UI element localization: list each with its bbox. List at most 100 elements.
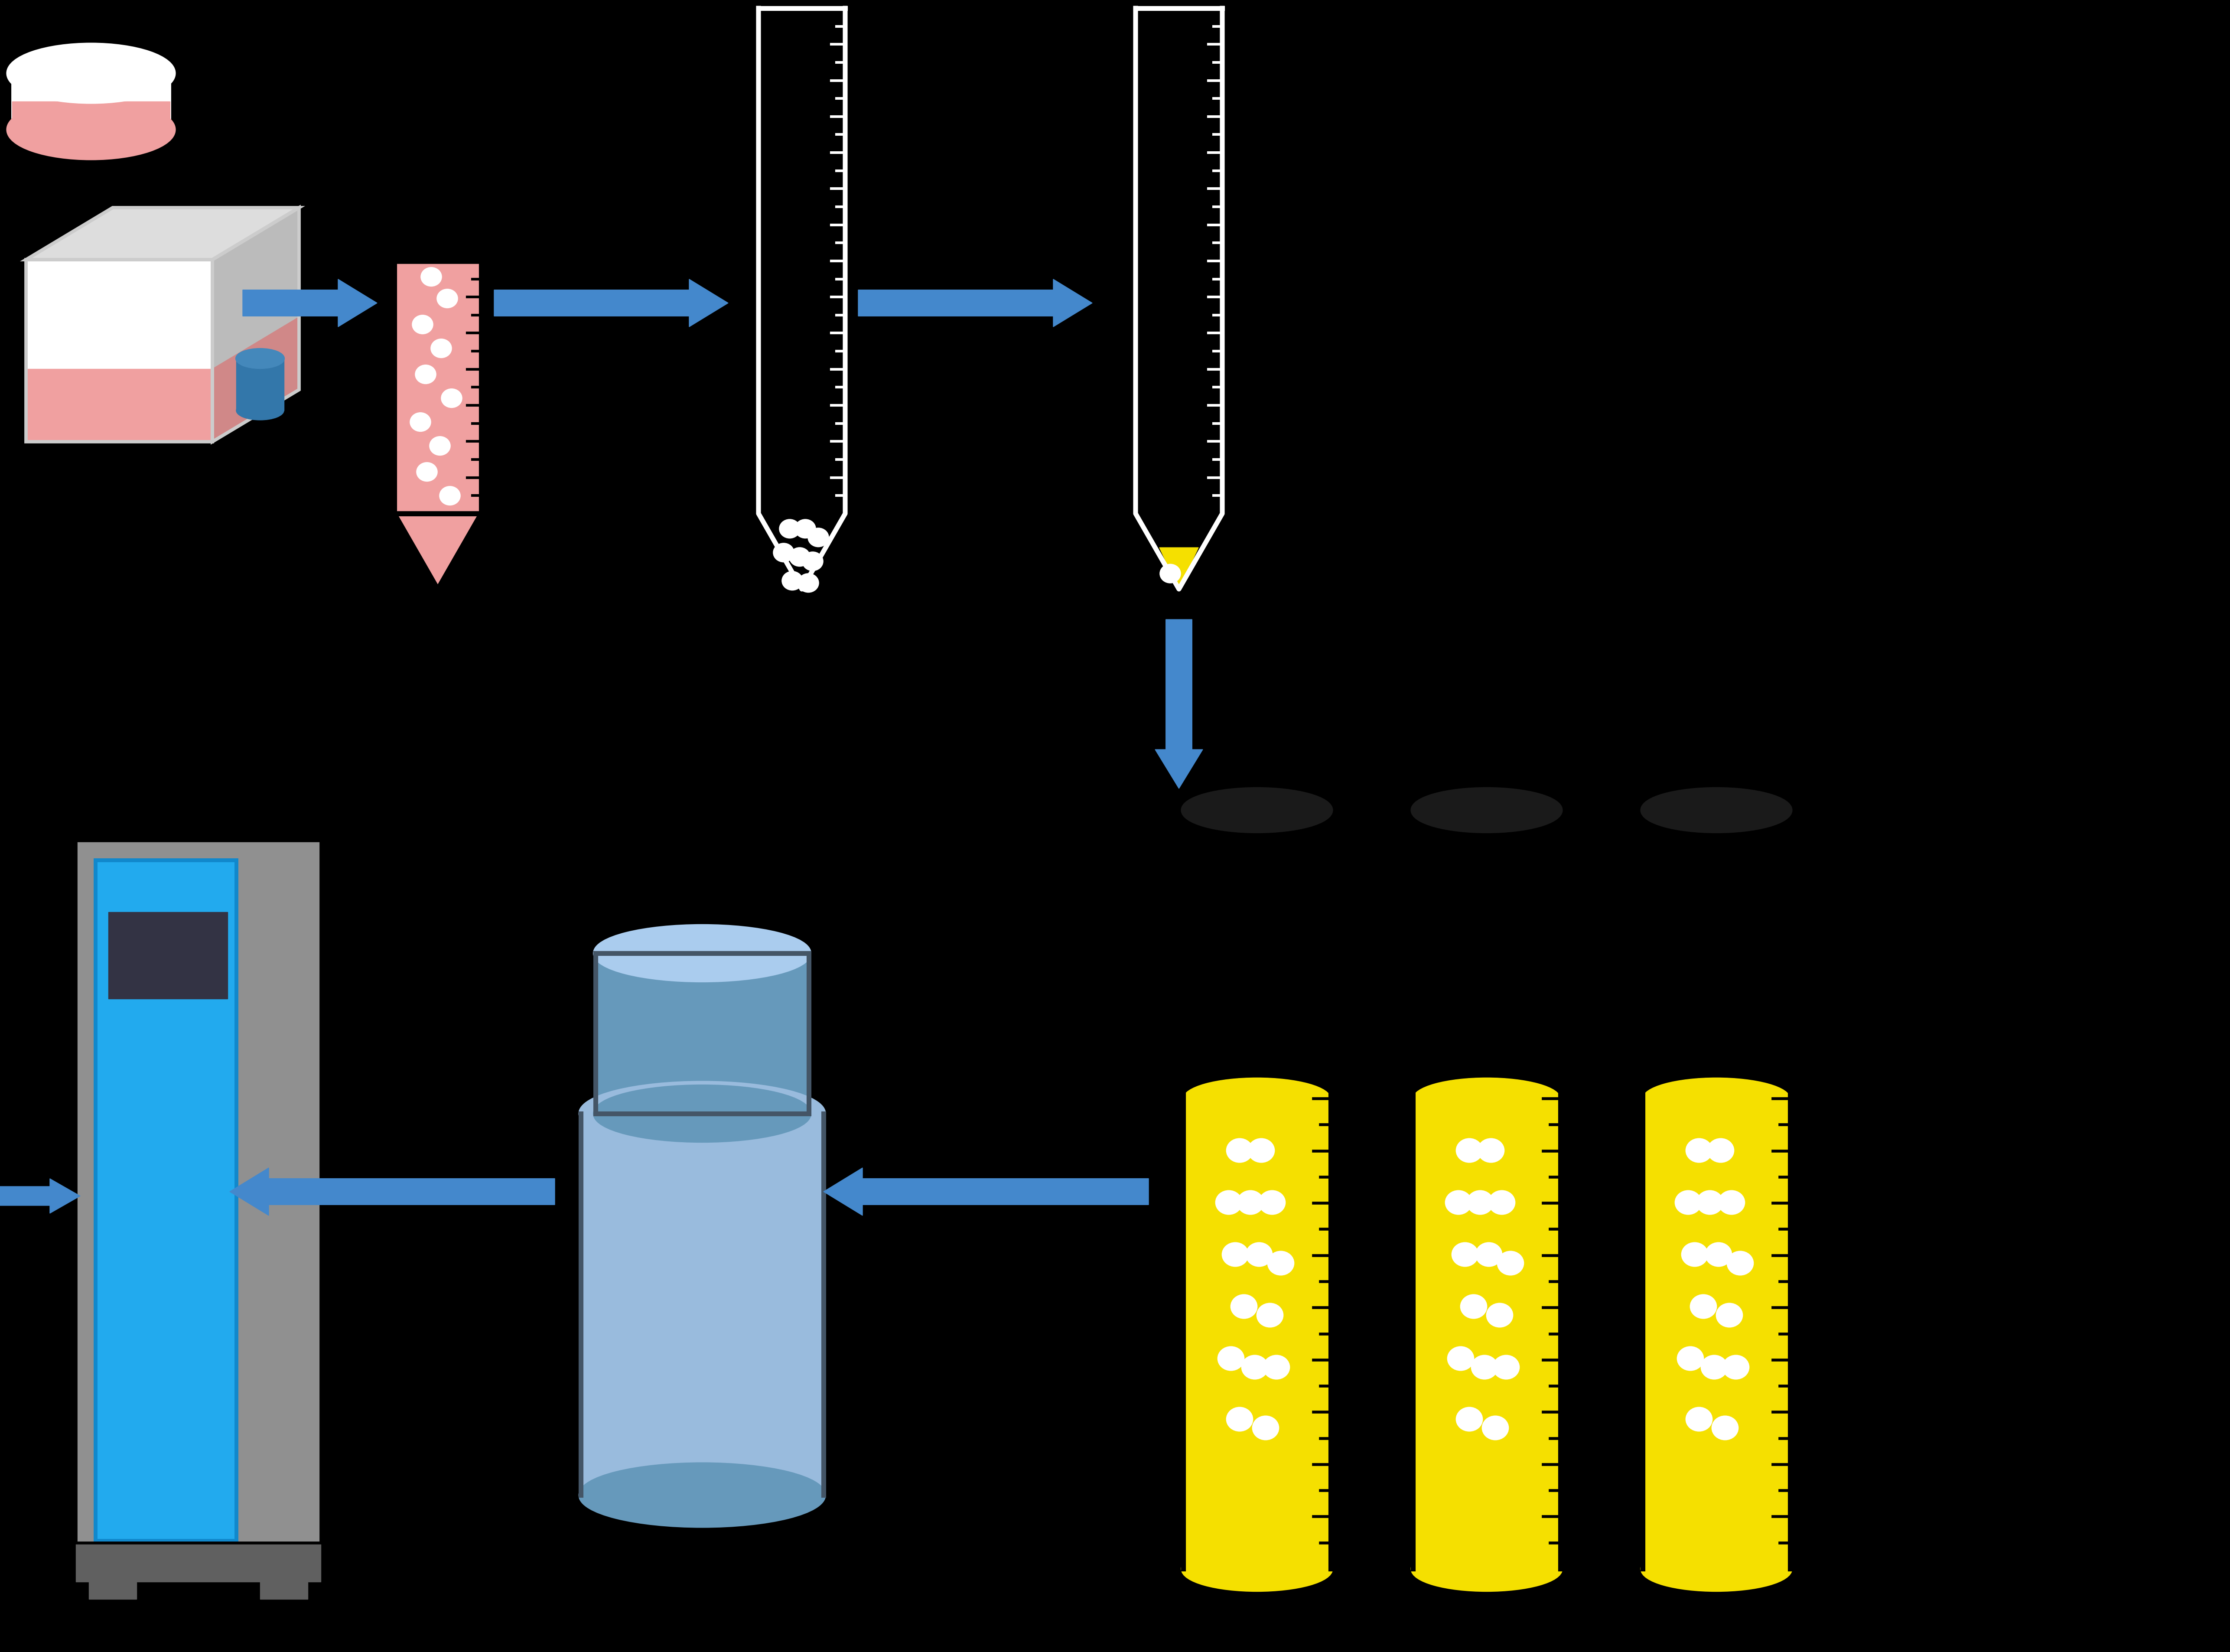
Polygon shape — [595, 953, 809, 1113]
Polygon shape — [261, 1583, 308, 1599]
Polygon shape — [395, 8, 482, 514]
Polygon shape — [9, 74, 174, 131]
Ellipse shape — [1701, 1356, 1726, 1378]
Ellipse shape — [1414, 790, 1561, 831]
Ellipse shape — [1218, 1191, 1240, 1214]
Ellipse shape — [417, 464, 437, 481]
Ellipse shape — [1220, 1348, 1242, 1370]
Ellipse shape — [236, 349, 283, 368]
Ellipse shape — [417, 367, 435, 383]
Ellipse shape — [9, 46, 174, 102]
Ellipse shape — [11, 106, 169, 154]
Ellipse shape — [1686, 1409, 1710, 1431]
Ellipse shape — [1414, 1079, 1561, 1118]
Ellipse shape — [1461, 1295, 1485, 1318]
Polygon shape — [859, 279, 1093, 327]
Ellipse shape — [1717, 1305, 1742, 1327]
Polygon shape — [76, 841, 321, 1543]
Polygon shape — [1184, 1099, 1331, 1569]
Ellipse shape — [1476, 1244, 1501, 1265]
Ellipse shape — [1260, 1191, 1284, 1214]
Ellipse shape — [1728, 1252, 1753, 1274]
Ellipse shape — [796, 520, 814, 537]
Ellipse shape — [1467, 1191, 1492, 1214]
Ellipse shape — [1184, 790, 1331, 831]
Polygon shape — [96, 861, 236, 1541]
Ellipse shape — [1269, 1252, 1293, 1274]
Ellipse shape — [1644, 790, 1791, 831]
Polygon shape — [243, 279, 377, 327]
Ellipse shape — [1454, 1244, 1476, 1265]
Ellipse shape — [1490, 1191, 1514, 1214]
Ellipse shape — [1487, 1305, 1512, 1327]
Polygon shape — [1644, 1099, 1791, 1569]
Ellipse shape — [809, 529, 827, 547]
Polygon shape — [580, 1113, 823, 1495]
Ellipse shape — [437, 291, 457, 307]
Ellipse shape — [1227, 1140, 1251, 1161]
Ellipse shape — [1247, 1244, 1271, 1265]
Ellipse shape — [1414, 1548, 1561, 1589]
Ellipse shape — [1456, 1409, 1481, 1431]
Ellipse shape — [1478, 1140, 1503, 1161]
Polygon shape — [89, 1583, 136, 1599]
Ellipse shape — [1162, 565, 1180, 583]
Polygon shape — [1160, 548, 1198, 590]
Ellipse shape — [1719, 1191, 1744, 1214]
Ellipse shape — [1184, 1079, 1331, 1118]
Ellipse shape — [780, 520, 798, 537]
Ellipse shape — [1684, 1244, 1706, 1265]
Ellipse shape — [1494, 1356, 1519, 1378]
Ellipse shape — [1242, 1356, 1267, 1378]
Ellipse shape — [789, 548, 809, 565]
Ellipse shape — [1686, 1140, 1710, 1161]
Polygon shape — [1155, 620, 1202, 788]
Polygon shape — [495, 279, 729, 327]
Polygon shape — [823, 1168, 1148, 1216]
Polygon shape — [109, 912, 227, 999]
Ellipse shape — [1679, 1348, 1701, 1370]
Polygon shape — [27, 259, 212, 443]
Ellipse shape — [1456, 1140, 1481, 1161]
Polygon shape — [1414, 1099, 1561, 1569]
Ellipse shape — [433, 340, 450, 357]
Polygon shape — [212, 208, 299, 443]
Polygon shape — [11, 102, 169, 131]
Ellipse shape — [1644, 1548, 1791, 1589]
Ellipse shape — [413, 316, 433, 334]
Polygon shape — [1135, 514, 1222, 590]
Polygon shape — [1644, 811, 1791, 1569]
Ellipse shape — [1253, 1417, 1278, 1439]
Polygon shape — [230, 1168, 555, 1216]
Ellipse shape — [774, 544, 794, 562]
Ellipse shape — [1708, 1140, 1733, 1161]
Polygon shape — [395, 514, 482, 590]
Ellipse shape — [1724, 1356, 1748, 1378]
Polygon shape — [1184, 811, 1331, 1569]
Ellipse shape — [1447, 1191, 1470, 1214]
Ellipse shape — [1697, 1191, 1722, 1214]
Ellipse shape — [1483, 1417, 1507, 1439]
Ellipse shape — [1264, 1356, 1289, 1378]
Ellipse shape — [783, 573, 803, 590]
Ellipse shape — [580, 1465, 823, 1525]
Ellipse shape — [1706, 1244, 1730, 1265]
Ellipse shape — [803, 553, 823, 570]
Polygon shape — [758, 514, 845, 590]
Ellipse shape — [798, 575, 818, 591]
Polygon shape — [212, 317, 299, 443]
Ellipse shape — [410, 413, 430, 431]
Polygon shape — [236, 358, 283, 411]
Ellipse shape — [1227, 1409, 1251, 1431]
Ellipse shape — [439, 487, 459, 504]
Ellipse shape — [1472, 1356, 1496, 1378]
Ellipse shape — [580, 1084, 823, 1145]
Polygon shape — [758, 8, 845, 514]
Ellipse shape — [1238, 1191, 1262, 1214]
Ellipse shape — [595, 927, 809, 980]
Ellipse shape — [9, 102, 174, 159]
Ellipse shape — [595, 1087, 809, 1140]
Ellipse shape — [1450, 1348, 1472, 1370]
Polygon shape — [1414, 811, 1561, 1569]
Ellipse shape — [1677, 1191, 1699, 1214]
